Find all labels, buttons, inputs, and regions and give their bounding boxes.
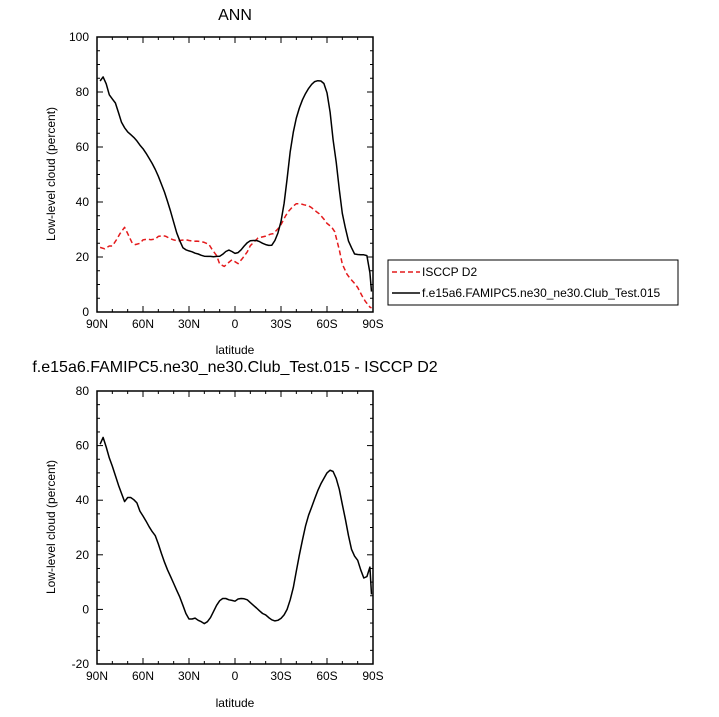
top-chart-ticks: 90N 60N 30N 0 30S 60S 90S 0 20 40 60 80 100 (69, 30, 384, 331)
top-x-tick-label: 90N (86, 317, 108, 331)
top-y-tick-label: 40 (76, 195, 90, 209)
bottom-y-tick-label: 20 (76, 548, 90, 562)
top-y-tick-label: 80 (76, 85, 90, 99)
top-y-tick-label: 0 (82, 305, 89, 319)
bottom-chart-ylabel: Low-level cloud (percent) (44, 460, 58, 594)
top-series-line-0 (99, 202, 372, 309)
legend-label-model: f.e15a6.FAMIPC5.ne30_ne30.Club_Test.015 (422, 286, 660, 300)
top-chart-panel: ANN 90N 60N 30N 0 30S 60S 90S 0 20 40 60 80 100 Low-… (44, 7, 679, 357)
top-chart-series-group (99, 76, 373, 309)
bottom-chart-title: f.e15a6.FAMIPC5.ne30_ne30.Club_Test.015 … (32, 359, 437, 376)
top-series-line-1 (99, 76, 373, 292)
bottom-y-tick-label: 60 (76, 439, 90, 453)
bottom-x-tick-label: 90S (362, 669, 383, 683)
top-x-tick-label: 60S (316, 317, 337, 331)
bottom-y-tick-label: -20 (72, 657, 90, 671)
bottom-chart-ticks: 90N 60N 30N 0 30S 60S 90S -20 0 20 40 60 80 (72, 384, 384, 683)
bottom-x-tick-label: 90N (86, 669, 108, 683)
bottom-x-tick-label: 30N (178, 669, 200, 683)
top-x-tick-label: 90S (362, 317, 383, 331)
bottom-y-tick-label: 0 (82, 602, 89, 616)
bottom-plot-frame (96, 390, 374, 665)
top-y-tick-label: 60 (76, 140, 90, 154)
bottom-y-tick-label: 40 (76, 493, 90, 507)
bottom-x-tick-label: 60N (132, 669, 154, 683)
top-chart-legend: ISCCP D2 f.e15a6.FAMIPC5.ne30_ne30.Club_… (387, 259, 679, 306)
top-x-tick-label: 30S (270, 317, 291, 331)
top-y-tick-label: 100 (69, 30, 89, 44)
bottom-x-tick-label: 0 (232, 669, 239, 683)
legend-label-isccp: ISCCP D2 (422, 265, 477, 279)
bottom-x-tick-label: 30S (270, 669, 291, 683)
top-x-tick-label: 60N (132, 317, 154, 331)
bottom-chart-series-group (99, 436, 373, 625)
top-plot-frame (96, 36, 374, 313)
legend-box (387, 259, 679, 306)
top-chart-xlabel: latitude (216, 343, 255, 357)
bottom-chart-panel: f.e15a6.FAMIPC5.ne30_ne30.Club_Test.015 … (32, 359, 437, 710)
bottom-series-line-0 (99, 436, 373, 625)
bottom-x-tick-label: 60S (316, 669, 337, 683)
bottom-y-tick-label: 80 (76, 384, 90, 398)
top-x-tick-label: 30N (178, 317, 200, 331)
top-chart-ylabel: Low-level cloud (percent) (44, 107, 58, 241)
top-y-tick-label: 20 (76, 250, 90, 264)
top-x-tick-label: 0 (232, 317, 239, 331)
top-chart-title: ANN (218, 7, 252, 24)
bottom-chart-xlabel: latitude (216, 696, 255, 710)
